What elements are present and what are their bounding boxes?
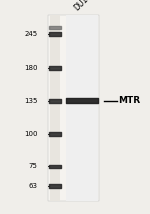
- Text: 135: 135: [24, 98, 38, 104]
- Text: DU145: DU145: [72, 0, 97, 13]
- Text: 63: 63: [28, 183, 38, 189]
- Text: 75: 75: [29, 163, 38, 169]
- Bar: [50, 15, 60, 201]
- Text: MTR: MTR: [118, 96, 141, 105]
- Bar: [66, 15, 98, 201]
- Bar: [48, 15, 99, 201]
- Text: 180: 180: [24, 65, 38, 71]
- Text: 100: 100: [24, 131, 38, 137]
- Text: 245: 245: [24, 31, 38, 37]
